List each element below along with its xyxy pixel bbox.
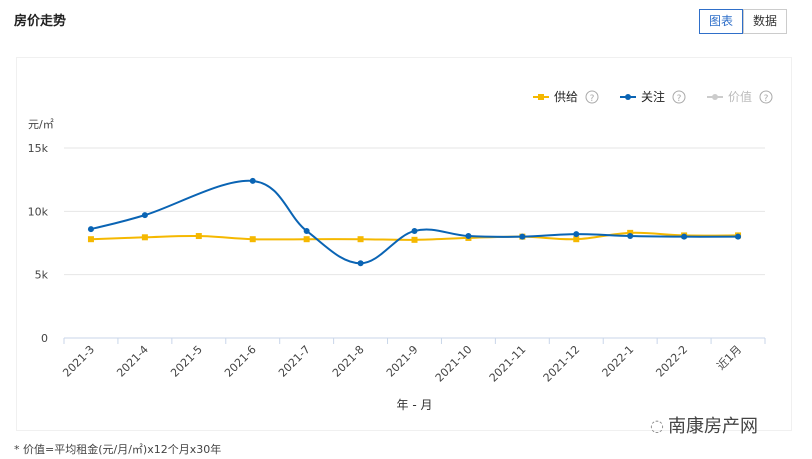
data-point (411, 227, 418, 234)
legend-label-0: 供给 (554, 90, 578, 104)
x-tick-label: 2022-1 (600, 343, 637, 380)
data-point (303, 227, 310, 234)
data-point (573, 236, 580, 243)
wechat-icon: ◌ (650, 415, 664, 435)
data-point (141, 234, 148, 241)
tab-chart[interactable]: 图表 (699, 9, 744, 34)
legend-marker (625, 94, 631, 100)
y-tick-label: 5k (35, 269, 49, 282)
x-tick-label: 2021-10 (433, 343, 475, 385)
data-point (735, 233, 742, 240)
x-tick-label: 2021-4 (114, 343, 151, 380)
legend-marker (538, 94, 544, 100)
data-point (465, 233, 472, 240)
x-tick-label: 2021-9 (384, 343, 421, 380)
data-point (681, 233, 688, 240)
data-point (411, 236, 418, 243)
legend-label-2: 价值 (728, 89, 752, 104)
data-point (519, 233, 526, 240)
footnote: * 价值=平均租金(元/月/㎡)x12个月x30年 (14, 443, 222, 456)
data-point (573, 231, 580, 238)
x-axis-label: 年 - 月 (397, 398, 433, 412)
help-icon (759, 90, 773, 104)
y-axis-label: 元/㎡ (28, 118, 54, 131)
x-tick-label: 2021-6 (222, 343, 259, 380)
x-tick-label: 2022-2 (653, 343, 690, 380)
data-point (627, 233, 634, 240)
legend-label-1: 关注 (641, 89, 665, 104)
x-tick-label: 2021-11 (487, 343, 529, 385)
help-icon (672, 90, 686, 104)
chart-panel (16, 57, 792, 431)
y-tick-label: 15k (28, 142, 49, 155)
help-icon: ? (764, 94, 769, 104)
help-icon: ? (677, 94, 682, 104)
x-tick-label: 近1月 (714, 343, 744, 373)
legend-marker (712, 94, 718, 100)
data-point (357, 260, 364, 267)
data-point (87, 226, 94, 233)
x-tick-label: 2021-12 (541, 343, 583, 385)
watermark: ◌ 南康房产网 (650, 415, 758, 438)
data-point (627, 229, 634, 236)
data-point (249, 236, 256, 243)
page-title: 房价走势 (14, 14, 67, 29)
x-tick-label: 2021-7 (276, 343, 313, 380)
data-point (87, 236, 94, 243)
data-point (357, 236, 364, 243)
data-point (249, 177, 256, 184)
tab-data[interactable]: 数据 (743, 9, 788, 34)
data-point (303, 236, 310, 243)
x-tick-label: 2021-3 (60, 343, 97, 380)
y-tick-label: 0 (41, 332, 48, 345)
help-icon: ? (590, 94, 595, 104)
data-point (195, 233, 202, 240)
x-tick-label: 2021-8 (330, 343, 367, 380)
data-point (141, 212, 148, 219)
series-line-关注 (90, 179, 739, 265)
y-tick-label: 10k (28, 205, 49, 218)
x-tick-label: 2021-5 (168, 343, 205, 380)
help-icon (585, 90, 599, 104)
